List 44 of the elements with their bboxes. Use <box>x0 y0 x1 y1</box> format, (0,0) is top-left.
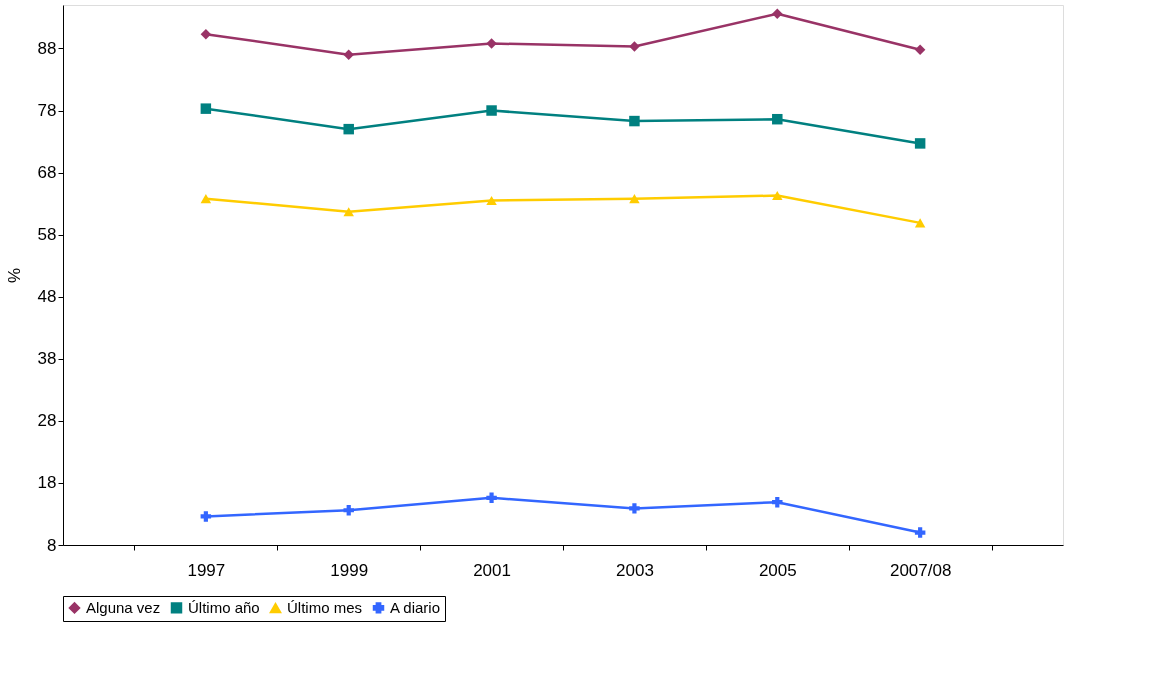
point <box>200 28 212 40</box>
point <box>629 41 640 52</box>
point <box>343 505 354 516</box>
legend-label: Último año <box>188 598 260 616</box>
y-tick-label: 68 <box>37 163 57 183</box>
y-axis-title: % <box>4 267 24 284</box>
point <box>200 194 212 204</box>
y-tick-label: 28 <box>37 411 57 431</box>
point <box>486 105 497 116</box>
y-tick-label: 58 <box>37 225 57 245</box>
point <box>486 492 497 504</box>
point <box>772 8 783 19</box>
point <box>200 511 212 522</box>
point <box>343 123 354 135</box>
point <box>772 191 783 201</box>
point <box>629 194 640 204</box>
point <box>914 218 926 228</box>
point <box>772 496 783 508</box>
point <box>629 503 640 514</box>
legend-label: A diario <box>390 598 441 616</box>
point <box>486 38 497 49</box>
point <box>629 115 640 127</box>
point <box>772 113 783 125</box>
x-tick-label: 2001 <box>473 560 511 580</box>
x-tick-label: 1999 <box>330 560 369 580</box>
point <box>914 138 926 149</box>
legend-label: Alguna vez <box>86 598 161 616</box>
y-tick-label: 78 <box>37 101 57 121</box>
y-tick-label: 8 <box>47 535 57 555</box>
point <box>343 207 354 217</box>
x-tick-label: 2007/08 <box>889 560 952 580</box>
y-tick-label: 48 <box>37 287 57 307</box>
x-tick-label: 2003 <box>616 560 654 580</box>
legend-label: Último mes <box>287 599 363 617</box>
point <box>200 103 212 114</box>
point <box>914 44 926 55</box>
y-tick-label: 38 <box>37 349 57 369</box>
y-tick-label: 18 <box>37 473 57 493</box>
point <box>486 195 497 206</box>
x-tick-label: 2005 <box>758 560 797 580</box>
x-tick-label: 1997 <box>187 560 226 580</box>
point <box>914 527 926 538</box>
y-tick-label: 88 <box>37 38 57 58</box>
point <box>343 49 354 60</box>
